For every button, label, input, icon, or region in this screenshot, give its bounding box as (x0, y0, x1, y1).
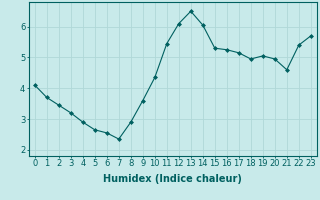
X-axis label: Humidex (Indice chaleur): Humidex (Indice chaleur) (103, 174, 242, 184)
